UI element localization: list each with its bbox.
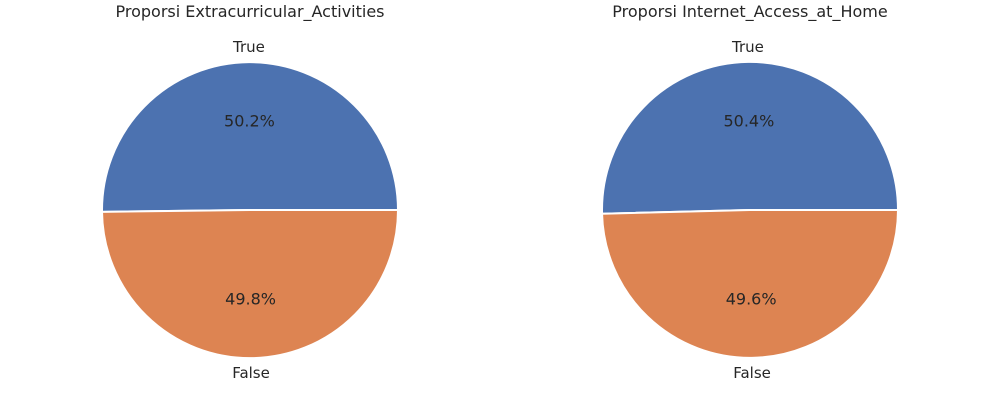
slice-percentage-label: 49.8% bbox=[225, 289, 276, 308]
pie-slice-false bbox=[101, 209, 399, 360]
pie-labels: True 50.2% False 49.8% bbox=[224, 38, 276, 382]
slice-percentage-label: 50.2% bbox=[224, 112, 275, 131]
chart-title: Proporsi Extracurricular_Activities bbox=[115, 2, 384, 22]
chart-title: Proporsi Internet_Access_at_Home bbox=[612, 2, 887, 22]
pie-slice-true bbox=[101, 61, 399, 213]
pie-chart-internet-access-at-home: Proporsi Internet_Access_at_Home True 50.… bbox=[601, 2, 899, 382]
slice-label: True bbox=[731, 38, 764, 56]
slice-percentage-label: 50.4% bbox=[723, 112, 774, 131]
slice-label: False bbox=[232, 364, 270, 382]
pie-labels: True 50.4% False 49.6% bbox=[723, 38, 776, 382]
slice-label: False bbox=[733, 364, 771, 382]
pie-chart-extracurricular-activities: Proporsi Extracurricular_Activities True… bbox=[101, 2, 399, 382]
pie-slice-true bbox=[601, 60, 899, 215]
pie-slices bbox=[101, 61, 399, 360]
pie-slices bbox=[601, 60, 899, 359]
slice-percentage-label: 49.6% bbox=[726, 289, 777, 308]
pie-slice-false bbox=[601, 209, 899, 359]
slice-label: True bbox=[232, 38, 265, 56]
